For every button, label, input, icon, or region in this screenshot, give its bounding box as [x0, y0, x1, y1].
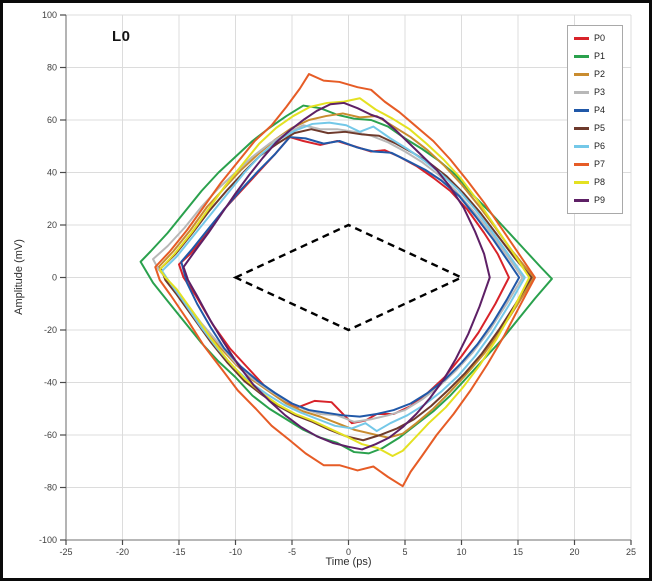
x-tick-label: -20 [116, 547, 129, 557]
legend-item-P3: P3 [574, 85, 622, 99]
y-tick-label: -40 [44, 378, 57, 388]
chart-title: L0 [112, 28, 131, 45]
legend-swatch-P5 [574, 127, 589, 131]
legend-swatch-P4 [574, 108, 589, 112]
series-line-P8 [158, 97, 531, 457]
x-tick-label: 0 [346, 547, 351, 557]
legend-item-P4: P4 [574, 103, 622, 117]
legend-swatch-P9 [574, 199, 589, 203]
series-line-P2 [157, 112, 535, 439]
legend-swatch-P8 [574, 181, 589, 185]
x-tick-label: -10 [229, 547, 242, 557]
y-tick-label: -80 [44, 483, 57, 493]
legend-label-P6: P6 [594, 141, 606, 152]
y-tick-label: -100 [39, 535, 57, 545]
y-tick-label: -20 [44, 325, 57, 335]
legend-item-P1: P1 [574, 49, 622, 63]
series-line-P1 [139, 104, 553, 455]
legend-swatch-P1 [574, 54, 589, 58]
legend-swatch-P3 [574, 90, 589, 94]
x-tick-label: -15 [172, 547, 185, 557]
legend-item-P5: P5 [574, 122, 622, 136]
legend-item-P6: P6 [574, 140, 622, 154]
legend-label-P4: P4 [594, 104, 606, 115]
legend-item-P0: P0 [574, 31, 622, 45]
legend-swatch-P6 [574, 145, 589, 149]
legend-label-P7: P7 [594, 159, 606, 170]
legend-swatch-P0 [574, 36, 589, 40]
x-tick-label: 5 [402, 547, 407, 557]
x-tick-label: 25 [626, 547, 636, 557]
y-tick-label: 100 [42, 10, 57, 20]
legend-label-P3: P3 [594, 86, 606, 97]
x-tick-label: 10 [456, 547, 466, 557]
legend-swatch-P7 [574, 163, 589, 167]
legend-swatch-P2 [574, 72, 589, 76]
series-line-P9 [182, 101, 491, 451]
x-tick-label: -25 [59, 547, 72, 557]
legend-box: P0 P1 P2 P3 P4 P5 P6 P7 P8 P9 [567, 25, 623, 214]
series-line-P7 [154, 73, 536, 488]
x-axis-title: Time (ps) [325, 556, 372, 568]
legend-item-P7: P7 [574, 158, 622, 172]
series-line-P3 [152, 124, 524, 423]
series-line-P6 [161, 121, 526, 433]
legend-label-P5: P5 [594, 123, 606, 134]
x-tick-label: 20 [569, 547, 579, 557]
y-tick-label: 40 [47, 168, 57, 178]
legend-label-P0: P0 [594, 32, 606, 43]
series-line-P4 [180, 136, 521, 418]
y-tick-label: 60 [47, 115, 57, 125]
legend-label-P2: P2 [594, 68, 606, 79]
y-axis-title: Amplitude (mV) [13, 239, 25, 315]
y-tick-label: -60 [44, 430, 57, 440]
y-tick-label: 80 [47, 63, 57, 73]
legend-item-P8: P8 [574, 176, 622, 190]
y-tick-label: 20 [47, 220, 57, 230]
legend-label-P1: P1 [594, 50, 606, 61]
x-tick-label: -5 [288, 547, 296, 557]
legend-label-P8: P8 [594, 177, 606, 188]
y-tick-label: 0 [52, 273, 57, 283]
legend-item-P2: P2 [574, 67, 622, 81]
x-tick-label: 15 [513, 547, 523, 557]
legend-item-P9: P9 [574, 194, 622, 208]
legend-label-P9: P9 [594, 195, 606, 206]
